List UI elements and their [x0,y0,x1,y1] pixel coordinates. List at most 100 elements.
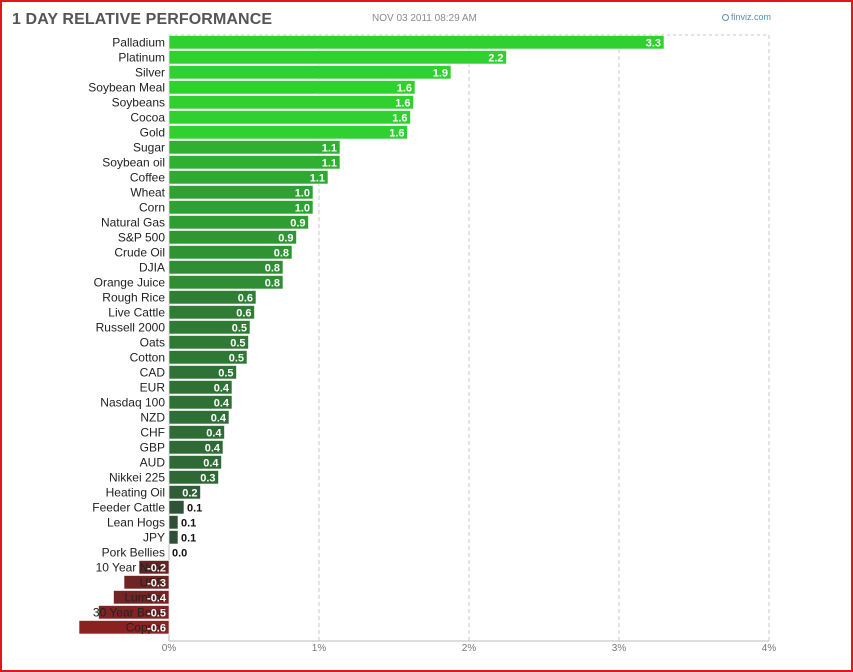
bar [98,605,170,620]
bar [168,350,248,365]
value-label: 1.1 [322,158,337,170]
finviz-logo-icon [722,14,729,21]
category-label: Nikkei 225 [109,471,165,485]
category-label: AUD [140,456,166,470]
category-label: EUR [140,381,166,395]
x-tick-label: 0% [162,643,177,654]
value-label: -0.4 [147,593,167,605]
category-label: CAD [140,366,166,380]
value-label: 0.1 [187,503,202,515]
bar [168,380,233,395]
value-label: 1.1 [322,143,337,155]
value-label: 0.4 [211,413,227,425]
category-label: JPY [143,531,165,545]
bar [168,395,233,410]
value-label: 0.8 [265,263,280,275]
bar [168,305,255,320]
bar [168,215,309,230]
category-label: Soybeans [112,96,165,110]
bar [168,335,249,350]
value-label: 0.0 [172,548,187,560]
bar [168,185,314,200]
category-label: Sugar [133,141,165,155]
category-label: Copper [126,621,165,635]
bar [168,410,230,425]
source-label: finviz.com [731,12,772,22]
category-label: Palladium [112,36,165,50]
x-axis-ticks: 0% 1% 2% 3% 4% [162,643,777,654]
category-label: Heating Oil [106,486,165,500]
bar [168,530,179,545]
value-label: 0.8 [274,248,289,260]
bar [168,290,257,305]
value-label: 1.1 [310,173,325,185]
bar [168,95,414,110]
category-label: GBP [140,441,165,455]
bar [78,620,170,635]
value-label: -0.5 [147,608,166,620]
bar [168,155,341,170]
category-label: Lumber [124,591,165,605]
category-label: Rough Rice [102,291,165,305]
value-label: 0.3 [200,473,215,485]
category-label: Gold [140,126,165,140]
value-label: 0.4 [205,443,221,455]
value-label: -0.6 [147,623,166,635]
category-label: Platinum [118,51,165,65]
bar [168,80,416,95]
bar [168,200,314,215]
category-label: Wheat [130,186,165,200]
category-label: DJIA [139,261,165,275]
bar [168,50,507,65]
category-label: Soybean oil [102,156,165,170]
bar [168,230,297,245]
category-label: Natural Gas [101,216,165,230]
category-label: USD [140,576,166,590]
category-label: Pork Bellies [102,546,165,560]
bar [168,140,341,155]
value-label: 0.6 [238,293,253,305]
value-label: 0.4 [206,428,222,440]
category-label: Crude Oil [114,246,165,260]
category-label: CHF [140,426,165,440]
category-label: Corn [139,201,165,215]
bars [78,35,665,635]
x-tick-label: 1% [312,643,327,654]
value-label: 0.5 [232,323,247,335]
category-label: Silver [135,66,165,80]
value-label: 0.1 [181,518,196,530]
category-label: Cotton [130,351,165,365]
value-label: 1.9 [433,68,448,80]
value-label: 0.4 [214,383,230,395]
source-link[interactable]: finviz.com [722,12,771,22]
value-label: 0.4 [214,398,230,410]
bar [168,320,251,335]
value-label: -0.2 [147,563,166,575]
value-label: 2.2 [488,53,503,65]
bar [168,125,408,140]
value-label: 0.4 [203,458,219,470]
bar [168,440,224,455]
bar [168,365,237,380]
bar [123,575,170,590]
category-label: Lean Hogs [107,516,165,530]
bar [168,485,201,500]
value-label: 1.0 [295,203,310,215]
category-label: Cocoa [130,111,165,125]
category-label: Oats [140,336,165,350]
bar [168,500,185,515]
bar [168,65,452,80]
value-label: 1.6 [392,113,407,125]
value-label: 0.9 [278,233,293,245]
value-label: 1.6 [395,98,410,110]
category-label: Coffee [130,171,165,185]
category-label: NZD [140,411,165,425]
bar [168,245,293,260]
bar [168,470,219,485]
bar [168,515,179,530]
value-label: 0.9 [290,218,305,230]
value-label: 0.5 [230,338,245,350]
